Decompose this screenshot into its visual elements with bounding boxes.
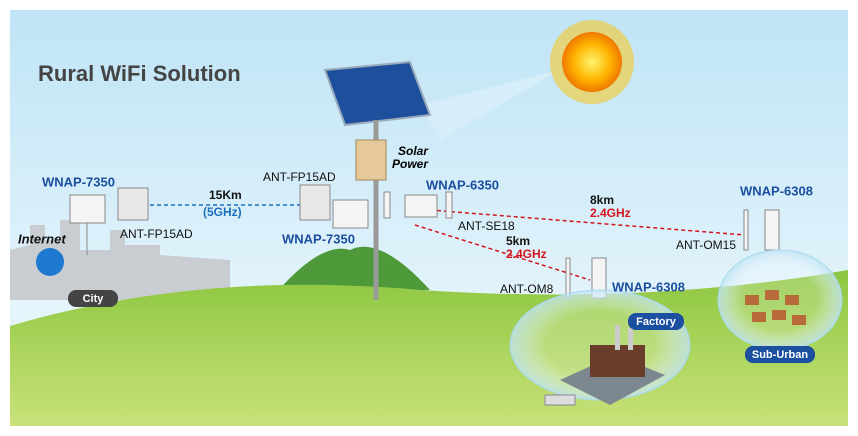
- place-label: City: [83, 293, 105, 305]
- internet-label: Internet: [18, 231, 66, 246]
- solar-label: Solar: [398, 144, 429, 158]
- device-label: WNAP-6308: [740, 183, 813, 198]
- link-distance: 8km: [590, 193, 614, 207]
- device-label: WNAP-6350: [426, 177, 499, 192]
- antenna-label: ANT-FP15AD: [120, 227, 193, 241]
- link-distance: 15Km: [209, 188, 242, 202]
- device-label: WNAP-7350: [282, 231, 355, 246]
- diagram: Rural WiFi Solution Solar Power Internet…: [0, 0, 858, 436]
- link-band: 2.4GHz: [590, 206, 631, 220]
- link-distance: 5km: [506, 234, 530, 248]
- antenna-label: ANT-SE18: [458, 219, 515, 233]
- place-label: Factory: [636, 316, 677, 328]
- device-label: WNAP-7350: [42, 174, 115, 189]
- antenna-label: ANT-FP15AD: [263, 170, 336, 184]
- link-band: 2.4GHz: [506, 247, 547, 261]
- antenna-label: ANT-OM15: [676, 238, 736, 252]
- link-band: (5GHz): [203, 205, 242, 219]
- place-label: Sub-Urban: [752, 349, 809, 361]
- title: Rural WiFi Solution: [38, 61, 241, 86]
- device-label: WNAP-6308: [612, 279, 685, 294]
- solar-label: Power: [392, 157, 429, 171]
- antenna-label: ANT-OM8: [500, 282, 554, 296]
